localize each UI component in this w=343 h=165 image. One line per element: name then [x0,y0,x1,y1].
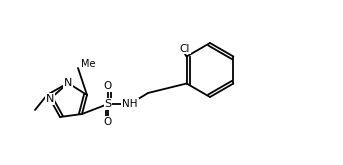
Text: O: O [104,117,112,127]
Text: NH: NH [122,99,138,109]
Text: Me: Me [81,59,95,69]
Text: S: S [104,99,111,109]
Text: N: N [64,78,72,88]
Text: O: O [104,81,112,91]
Text: Cl: Cl [179,44,190,53]
Text: N: N [46,94,54,104]
